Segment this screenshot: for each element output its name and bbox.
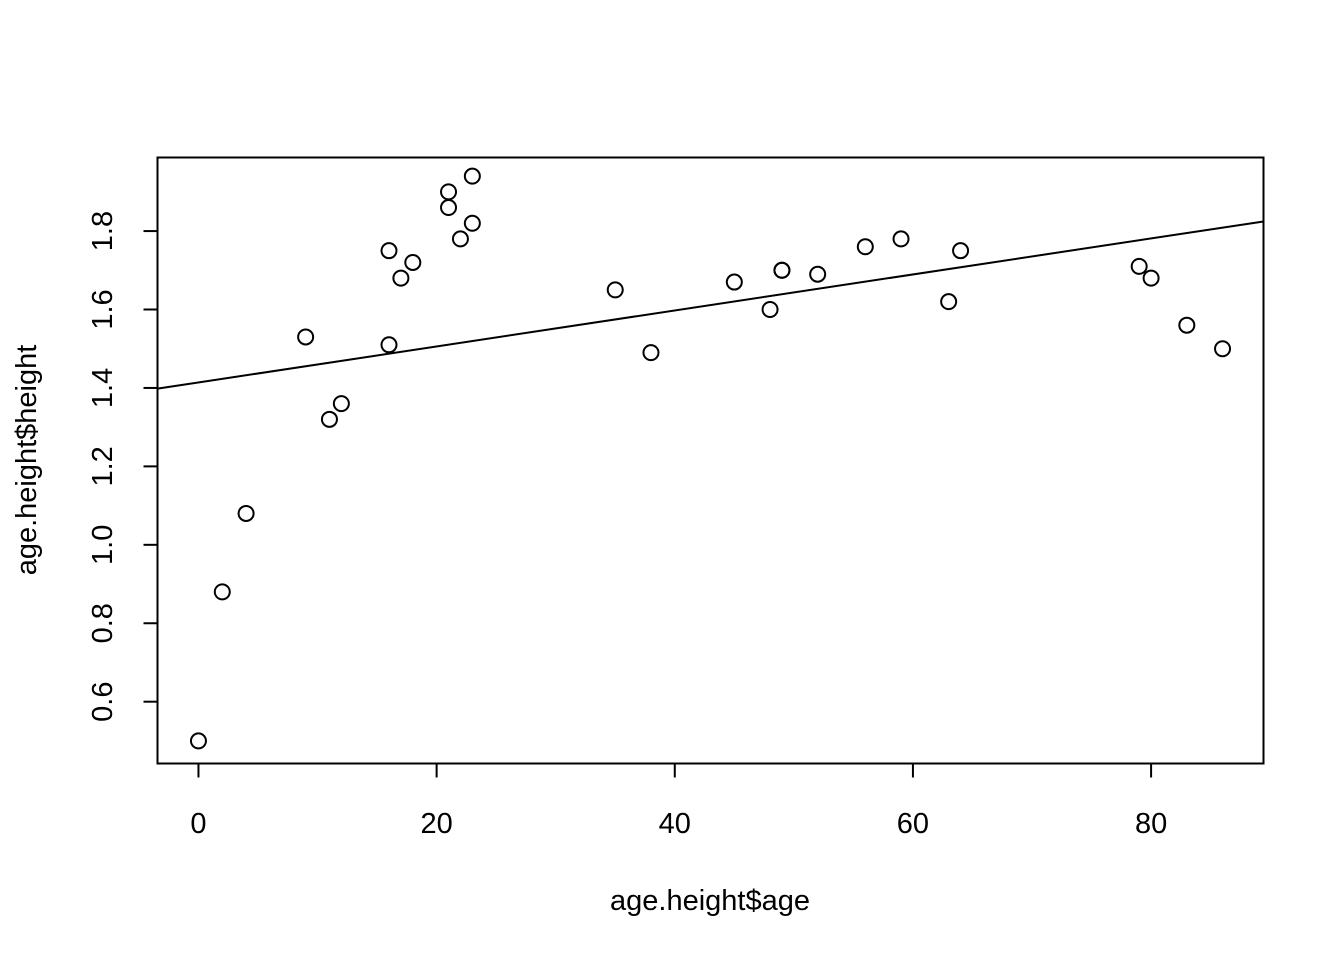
y-tick-label: 1.2 [87,446,119,486]
x-tick-label: 40 [659,808,691,840]
data-point [392,269,410,287]
data-point [463,167,481,185]
y-tick-label: 0.8 [87,603,119,643]
data-point [380,336,398,354]
y-axis: 0.6 0.8 1.0 1.2 1.4 1.6 1.8 [87,211,159,722]
data-point [404,253,422,271]
x-axis-label: age.height$age [610,885,810,917]
data-point [440,183,458,201]
x-tick-label: 0 [190,808,206,840]
data-point [451,230,469,248]
data-point [213,583,231,601]
data-point [856,238,874,256]
data-point [761,301,779,319]
x-tick-label: 80 [1135,808,1167,840]
data-point [332,395,350,413]
data-point [380,242,398,260]
regression-line [157,220,1264,390]
x-tick-label: 20 [420,808,452,840]
data-point [940,293,958,311]
data-point [725,273,743,291]
data-point [440,199,458,217]
data-point [892,230,910,248]
data-point [1178,316,1196,334]
y-tick-label: 0.6 [87,682,119,722]
y-tick-label: 1.8 [87,211,119,251]
data-point [642,344,660,362]
data-point [809,265,827,283]
plot-box [156,156,1265,765]
x-tick-label: 60 [897,808,929,840]
x-axis: 0 20 40 60 80 [190,762,1167,840]
data-point [320,410,338,428]
data-point [297,328,315,346]
y-tick-label: 1.6 [87,289,119,329]
y-axis-label: age.height$height [11,345,43,576]
y-tick-label: 1.4 [87,368,119,408]
data-point [1130,257,1148,275]
data-point [606,281,624,299]
data-point [463,214,481,232]
data-point [1142,269,1160,287]
data-point [237,504,255,522]
data-point [952,242,970,260]
y-tick-label: 1.0 [87,525,119,565]
data-point [773,261,791,279]
data-point [1214,340,1232,358]
data-point [189,732,207,750]
